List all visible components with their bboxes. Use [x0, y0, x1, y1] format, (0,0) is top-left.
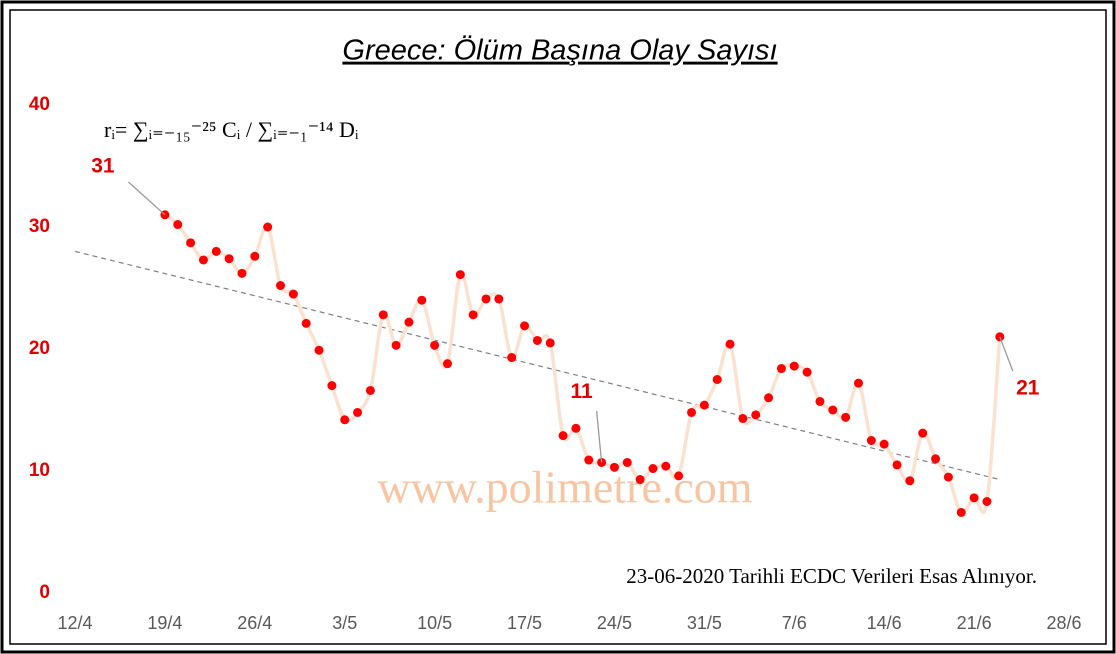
point	[789, 361, 799, 371]
annotation-leader	[127, 181, 166, 216]
x-tick-label: 24/5	[597, 613, 632, 633]
note: 23-06-2020 Tarihli ECDC Verileri Esas Al…	[626, 564, 1037, 588]
annotation-leader	[999, 336, 1014, 372]
point	[622, 457, 632, 467]
point	[725, 339, 735, 349]
point	[507, 353, 517, 363]
point	[198, 255, 208, 265]
point	[378, 310, 388, 320]
point	[982, 497, 992, 506]
point	[442, 359, 452, 369]
y-tick-label: 20	[29, 338, 50, 359]
point	[661, 461, 671, 471]
point	[404, 317, 414, 327]
point	[931, 454, 941, 464]
point	[237, 268, 247, 278]
point	[327, 381, 337, 391]
point	[211, 246, 221, 256]
y-tick-label: 10	[29, 460, 50, 481]
point	[353, 407, 363, 417]
point	[738, 414, 748, 424]
point	[301, 318, 311, 328]
trendline	[74, 250, 1000, 481]
point	[802, 367, 812, 377]
point	[828, 405, 838, 415]
point	[571, 423, 581, 433]
point	[687, 407, 697, 417]
point	[764, 393, 774, 403]
point	[314, 345, 324, 355]
x-tick-label: 17/5	[507, 613, 542, 633]
point	[969, 493, 979, 503]
x-tick-label: 7/6	[782, 613, 807, 633]
x-tick-label: 3/5	[332, 613, 357, 633]
x-tick-label: 21/6	[957, 613, 992, 633]
point	[956, 507, 966, 517]
annotation: 21	[1016, 376, 1040, 399]
point	[635, 475, 645, 485]
watermark: www.polimetre.com	[377, 462, 752, 513]
annotation: 11	[571, 380, 594, 403]
point	[776, 364, 786, 374]
x-tick-label: 31/5	[687, 613, 722, 633]
y-tick-label: 40	[29, 94, 50, 115]
point	[340, 415, 350, 425]
point	[648, 464, 658, 474]
x-tick-label: 14/6	[867, 613, 902, 633]
point	[545, 338, 555, 348]
y-tick-label: 30	[29, 216, 50, 237]
point	[430, 340, 440, 350]
point	[455, 270, 465, 280]
point	[391, 340, 401, 350]
annotation-leader	[595, 410, 603, 463]
point	[841, 412, 851, 422]
point	[609, 462, 619, 472]
chart-title: Greece: Ölüm Başına Olay Sayısı	[342, 35, 777, 67]
point	[417, 295, 427, 305]
point	[866, 436, 876, 445]
point	[365, 385, 375, 395]
x-tick-label: 28/6	[1046, 613, 1081, 633]
point	[250, 251, 260, 261]
point	[558, 431, 568, 441]
point	[699, 400, 709, 410]
x-tick-label: 10/5	[417, 613, 452, 633]
formula: rᵢ= ∑ᵢ₌₋₁₅⁻²⁵ Cᵢ / ∑ᵢ₌₋₁⁻¹⁴ Dᵢ	[104, 117, 359, 142]
point	[712, 375, 722, 384]
point	[879, 439, 889, 449]
point	[173, 220, 183, 230]
point	[224, 254, 234, 264]
point	[853, 378, 863, 388]
x-tick-label: 26/4	[237, 613, 272, 633]
point	[276, 281, 286, 291]
point	[494, 294, 504, 304]
inner-frame	[9, 9, 1107, 645]
point	[263, 222, 273, 232]
y-tick-label: 0	[39, 582, 50, 603]
point	[532, 335, 542, 345]
point	[918, 428, 928, 438]
point	[674, 471, 684, 481]
point	[186, 238, 196, 248]
x-tick-label: 19/4	[147, 613, 182, 633]
point	[943, 472, 953, 482]
point	[905, 476, 915, 486]
point	[468, 310, 478, 320]
point	[815, 396, 825, 406]
point	[481, 294, 491, 304]
point	[288, 289, 298, 299]
point	[584, 455, 594, 465]
point	[520, 321, 530, 331]
point	[751, 410, 761, 420]
annotation: 31	[91, 154, 115, 177]
x-tick-label: 12/4	[57, 613, 92, 633]
point	[892, 460, 902, 470]
